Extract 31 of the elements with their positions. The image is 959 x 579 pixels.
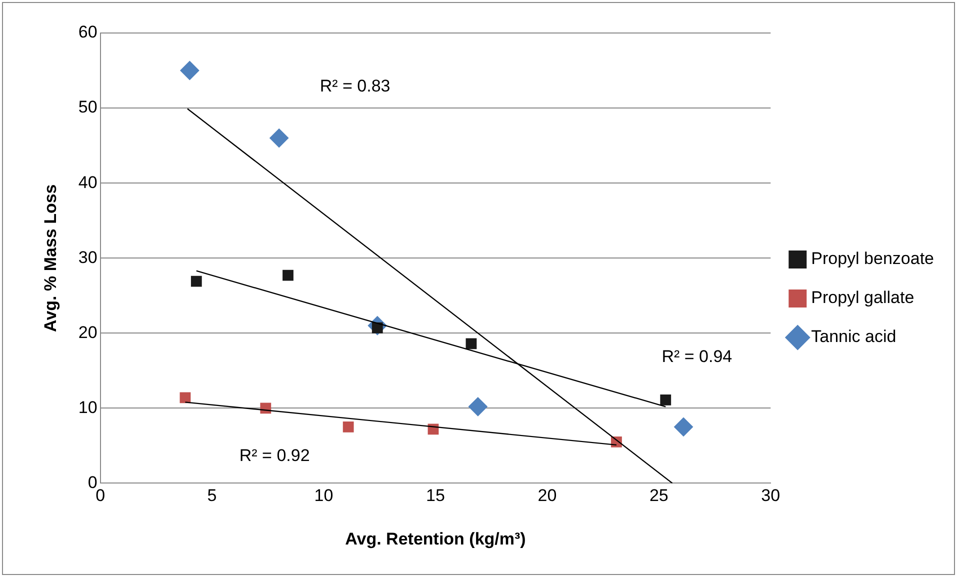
x-tick-label: 15 [426, 486, 445, 506]
x-tick-label: 20 [538, 486, 557, 506]
y-tick-label: 40 [78, 172, 98, 192]
x-tick-label: 25 [649, 486, 668, 506]
point [660, 394, 672, 406]
legend-label: Propyl benzoate [811, 249, 934, 268]
point [270, 128, 289, 148]
annotation: R² = 0.92 [239, 446, 310, 465]
y-tick-label: 30 [78, 248, 98, 267]
point [674, 417, 693, 436]
x-tick-label: 10 [314, 486, 334, 506]
point [180, 61, 200, 80]
point [468, 397, 488, 416]
legend-label: Tannic acid [811, 327, 896, 346]
x-tick-label: 5 [207, 486, 217, 506]
y-tick-label: 20 [78, 322, 98, 342]
y-tick-label: 0 [88, 472, 98, 492]
y-tick-label: 10 [78, 398, 98, 417]
point [190, 276, 202, 287]
point [180, 392, 191, 404]
point [342, 421, 354, 432]
legend-label: Propyl gallate [811, 288, 914, 308]
y-tick-label: 60 [78, 22, 98, 42]
point [282, 270, 294, 281]
x-axis-title: Avg. Retention (kg/m³) [345, 529, 526, 548]
annotation: R² = 0.94 [662, 346, 732, 366]
y-tick-label: 50 [78, 98, 98, 117]
x-tick-label: 30 [761, 486, 780, 506]
y-axis-title: Avg. % Mass Loss [40, 184, 60, 332]
point [466, 338, 477, 350]
annotation: R² = 0.83 [320, 76, 390, 96]
